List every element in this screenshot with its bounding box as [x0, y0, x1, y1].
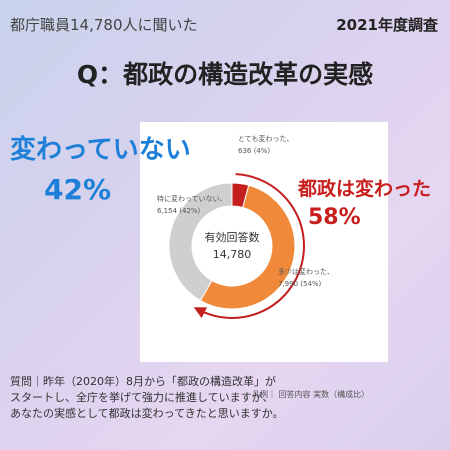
slice-label: とても変わった、: [238, 134, 293, 143]
slice-label: 特に変わっていない、: [157, 194, 227, 203]
question-text: 質問｜昨年（2020年）8月から「都政の構造改革」が スタートし、全庁を挙げて強…: [10, 374, 284, 422]
question-line: スタートし、全庁を挙げて強力に推進していますが、: [10, 391, 274, 404]
survey-year: 2021年度調査: [336, 16, 438, 34]
slice-value-label: 636 (4%): [238, 147, 270, 155]
callout-changed-label: 都政は変わった: [298, 178, 432, 200]
page-title: Q：都政の構造改革の実感: [76, 60, 374, 89]
center-value: 14,780: [213, 248, 252, 261]
callout-changed-pct: 58%: [308, 205, 361, 230]
respondents-heading: 都庁職員14,780人に聞いた: [10, 16, 198, 34]
question-line: 質問｜昨年（2020年）8月から「都政の構造改革」が: [10, 375, 276, 388]
callout-changed: 都政は変わった 58%: [298, 174, 431, 230]
pie-slice: [199, 184, 296, 310]
question-line: あなたの実感として都政は変わってきたと思いますか。: [10, 407, 284, 420]
callout-unchanged-label: 変わっていない: [10, 135, 191, 165]
pie-slice: [168, 182, 233, 302]
slice-value-label: 6,154 (42%): [157, 207, 201, 215]
callout-unchanged: 変わっていない 42%: [10, 135, 191, 206]
slice-value-label: 7,990 (54%): [278, 280, 322, 288]
center-label: 有効回答数: [205, 230, 260, 244]
slice-label: 多少は変わった、: [278, 267, 334, 276]
legend-note: 凡例｜ 回答内容 実数（構成比）: [252, 390, 370, 399]
callout-unchanged-pct: 42%: [44, 173, 112, 206]
changed-share-arc-arrow: [193, 173, 305, 319]
